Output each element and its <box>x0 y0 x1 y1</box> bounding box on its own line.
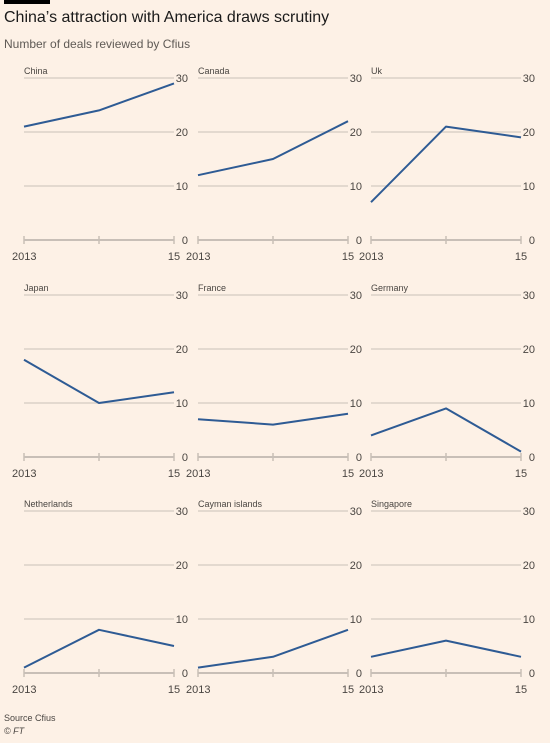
panel-label-china: China <box>24 66 48 76</box>
panel-singapore: 0 10 20 30 2013 15 Singapore <box>359 499 535 696</box>
x-tick-label-japan-start: 2013 <box>12 468 36 480</box>
y-tick-label-japan-10: 10 <box>176 398 188 410</box>
y-tick-label-china-30: 30 <box>176 73 188 85</box>
y-tick-label-uk-0: 0 <box>529 235 535 247</box>
y-tick-label-china-10: 10 <box>176 181 188 193</box>
ft-top-bar <box>4 0 50 4</box>
x-tick-label-uk-start: 2013 <box>359 251 383 263</box>
y-tick-label-cayman-islands-10: 10 <box>350 614 362 626</box>
x-tick-label-france-end: 15 <box>342 468 354 480</box>
y-tick-label-singapore-30: 30 <box>523 506 535 518</box>
panel-label-singapore: Singapore <box>371 499 412 509</box>
x-tick-label-france-start: 2013 <box>186 468 210 480</box>
panel-label-japan: Japan <box>24 283 49 293</box>
y-tick-label-netherlands-30: 30 <box>176 506 188 518</box>
chart-subtitle: Number of deals reviewed by Cfius <box>4 37 191 51</box>
panel-label-uk: Uk <box>371 66 382 76</box>
series-line-cayman-islands <box>197 628 349 669</box>
y-tick-label-germany-20: 20 <box>523 344 535 356</box>
y-tick-label-uk-20: 20 <box>523 127 535 139</box>
panel-netherlands: 0 10 20 30 2013 15 Netherlands <box>12 499 188 696</box>
y-tick-label-germany-10: 10 <box>523 398 535 410</box>
panel-uk: 0 10 20 30 2013 15 Uk <box>359 66 535 263</box>
y-tick-label-japan-0: 0 <box>182 452 188 464</box>
y-tick-label-cayman-islands-30: 30 <box>350 506 362 518</box>
panel-label-france: France <box>198 283 226 293</box>
y-tick-label-france-10: 10 <box>350 398 362 410</box>
panel-china: 0 10 20 30 2013 15 China <box>12 66 188 263</box>
x-tick-label-canada-start: 2013 <box>186 251 210 263</box>
y-tick-label-canada-30: 30 <box>350 73 362 85</box>
y-tick-label-singapore-10: 10 <box>523 614 535 626</box>
chart-title: China’s attraction with America draws sc… <box>4 9 330 26</box>
x-tick-label-singapore-start: 2013 <box>359 684 383 696</box>
y-tick-label-singapore-20: 20 <box>523 560 535 572</box>
y-tick-label-france-0: 0 <box>356 452 362 464</box>
x-tick-label-uk-end: 15 <box>515 251 527 263</box>
panel-label-canada: Canada <box>198 66 230 76</box>
x-tick-label-netherlands-end: 15 <box>168 684 180 696</box>
x-tick-label-china-start: 2013 <box>12 251 36 263</box>
series-line-netherlands <box>23 628 175 669</box>
x-tick-label-japan-end: 15 <box>168 468 180 480</box>
y-tick-label-cayman-islands-20: 20 <box>350 560 362 572</box>
series-line-germany <box>370 407 522 453</box>
x-tick-label-cayman-islands-end: 15 <box>342 684 354 696</box>
y-tick-label-singapore-0: 0 <box>529 668 535 680</box>
panel-canada: 0 10 20 30 2013 15 Canada <box>186 66 362 263</box>
x-tick-label-germany-start: 2013 <box>359 468 383 480</box>
panel-label-netherlands: Netherlands <box>24 499 73 509</box>
y-tick-label-france-30: 30 <box>350 290 362 302</box>
x-tick-label-netherlands-start: 2013 <box>12 684 36 696</box>
series-line-uk <box>370 125 522 203</box>
y-tick-label-germany-0: 0 <box>529 452 535 464</box>
y-tick-label-china-0: 0 <box>182 235 188 247</box>
y-tick-label-japan-30: 30 <box>176 290 188 302</box>
y-tick-label-canada-0: 0 <box>356 235 362 247</box>
panel-cayman-islands: 0 10 20 30 2013 15 Cayman islands <box>186 499 362 696</box>
y-tick-label-canada-20: 20 <box>350 127 362 139</box>
y-tick-label-netherlands-0: 0 <box>182 668 188 680</box>
ft-credit: © FT <box>4 726 25 736</box>
y-tick-label-france-20: 20 <box>350 344 362 356</box>
y-tick-label-netherlands-10: 10 <box>176 614 188 626</box>
y-tick-label-china-20: 20 <box>176 127 188 139</box>
series-line-canada <box>197 120 349 177</box>
series-line-japan <box>23 358 175 404</box>
series-line-france <box>197 412 349 426</box>
panel-japan: 0 10 20 30 2013 15 Japan <box>12 283 188 480</box>
y-tick-label-netherlands-20: 20 <box>176 560 188 572</box>
y-tick-label-canada-10: 10 <box>350 181 362 193</box>
x-tick-label-cayman-islands-start: 2013 <box>186 684 210 696</box>
y-tick-label-japan-20: 20 <box>176 344 188 356</box>
panel-label-cayman-islands: Cayman islands <box>198 499 263 509</box>
x-tick-label-china-end: 15 <box>168 251 180 263</box>
x-tick-label-singapore-end: 15 <box>515 684 527 696</box>
y-tick-label-germany-30: 30 <box>523 290 535 302</box>
y-tick-label-uk-10: 10 <box>523 181 535 193</box>
source-note: Source Cfius <box>4 713 56 723</box>
series-line-singapore <box>370 639 522 658</box>
x-tick-label-germany-end: 15 <box>515 468 527 480</box>
y-tick-label-cayman-islands-0: 0 <box>356 668 362 680</box>
x-tick-label-canada-end: 15 <box>342 251 354 263</box>
y-tick-label-uk-30: 30 <box>523 73 535 85</box>
panel-germany: 0 10 20 30 2013 15 Germany <box>359 283 535 480</box>
series-line-china <box>23 82 175 128</box>
panel-france: 0 10 20 30 2013 15 France <box>186 283 362 480</box>
panel-label-germany: Germany <box>371 283 409 293</box>
